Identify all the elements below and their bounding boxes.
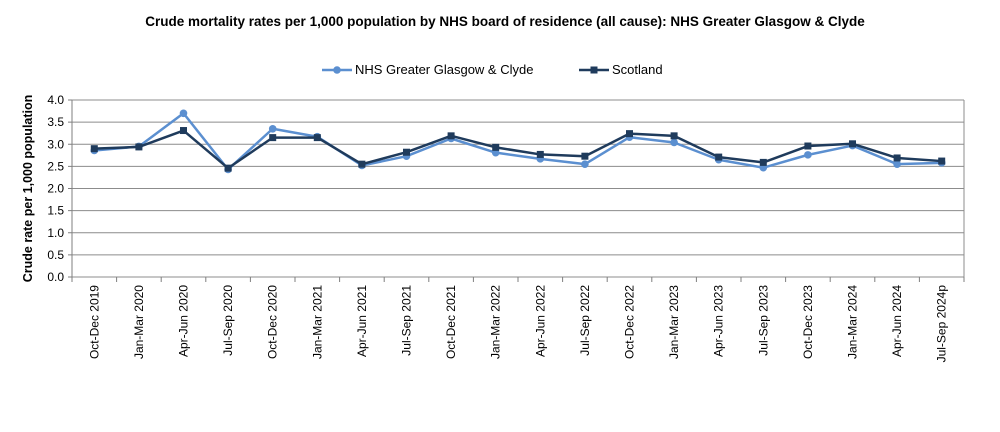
x-tick-label: Apr-Jun 2020 [177,285,191,357]
data-point-series-1 [135,143,143,151]
data-point-series-0 [804,151,812,159]
data-point-series-0 [670,138,678,147]
x-tick-label: Jan-Mar 2020 [132,285,146,359]
series-line-1 [94,129,942,170]
x-tick-label: Jul-Sep 2024p [935,285,949,363]
x-tick-label: Oct-Dec 2021 [444,285,458,359]
y-axis-label: Crude rate per 1,000 population [21,95,35,283]
data-point-series-1 [581,152,589,160]
data-point-series-1 [715,153,723,161]
data-point-series-1 [313,134,321,142]
x-tick-label: Jul-Sep 2023 [756,285,770,356]
x-tick-label: Apr-Jun 2022 [533,285,547,357]
data-point-series-1 [536,150,544,158]
x-tick-label: Apr-Jun 2023 [712,285,726,357]
y-tick-label: 2.0 [47,182,64,196]
x-tick-label: Jan-Mar 2023 [667,285,681,359]
x-tick-label: Apr-Jun 2021 [355,285,369,357]
x-tick-label: Oct-Dec 2020 [266,285,280,359]
data-point-series-1 [90,145,98,153]
y-tick-label: 1.0 [47,226,64,240]
data-point-series-1 [492,143,500,151]
legend-marker-series-0 [322,65,352,74]
legend-label-series-1: Scotland [612,62,663,77]
data-point-series-1 [670,132,678,140]
data-point-series-0 [893,160,901,168]
x-tick-label: Jul-Sep 2022 [578,285,592,356]
data-point-series-1 [893,154,901,162]
y-tick-label: 3.0 [47,137,64,151]
y-tick-label: 1.5 [47,204,64,218]
data-point-series-1 [224,164,232,172]
y-tick-label: 4.0 [47,93,64,107]
legend-marker-series-1 [579,66,609,73]
x-tick-label: Oct-Dec 2022 [623,285,637,359]
data-point-series-1 [269,134,277,142]
legend-item-series-1: Scotland [579,62,663,77]
x-tick-label: Oct-Dec 2023 [801,285,815,359]
data-point-series-1 [180,127,187,135]
data-point-series-1 [358,160,366,168]
y-tick-label: 3.5 [47,115,64,129]
data-point-series-0 [179,109,188,118]
data-point-series-0 [581,160,589,168]
legend-item-series-0: NHS Greater Glasgow & Clyde [322,62,533,77]
data-point-series-1 [759,158,767,166]
x-tick-label: Apr-Jun 2024 [890,285,904,357]
y-tick-label: 0.5 [47,248,64,262]
data-point-series-1 [447,132,455,140]
x-tick-label: Jan-Mar 2024 [846,285,860,359]
legend-label-series-0: NHS Greater Glasgow & Clyde [355,62,534,77]
data-point-series-1 [938,157,946,165]
x-tick-label: Oct-Dec 2019 [87,285,101,359]
x-tick-label: Jan-Mar 2021 [310,285,324,359]
data-point-series-1 [403,148,410,156]
data-point-series-1 [849,140,856,148]
data-point-series-0 [268,124,277,133]
chart-title: Crude mortality rates per 1,000 populati… [145,14,865,29]
x-tick-label: Jul-Sep 2021 [400,285,414,356]
x-tick-label: Jan-Mar 2022 [489,285,503,359]
data-point-series-1 [626,130,633,138]
y-tick-label: 2.5 [47,159,64,173]
x-tick-label: Jul-Sep 2020 [221,285,235,356]
legend: NHS Greater Glasgow & Clyde Scotland [0,62,1000,82]
data-point-series-1 [804,142,812,150]
y-tick-label: 0.0 [47,270,64,284]
